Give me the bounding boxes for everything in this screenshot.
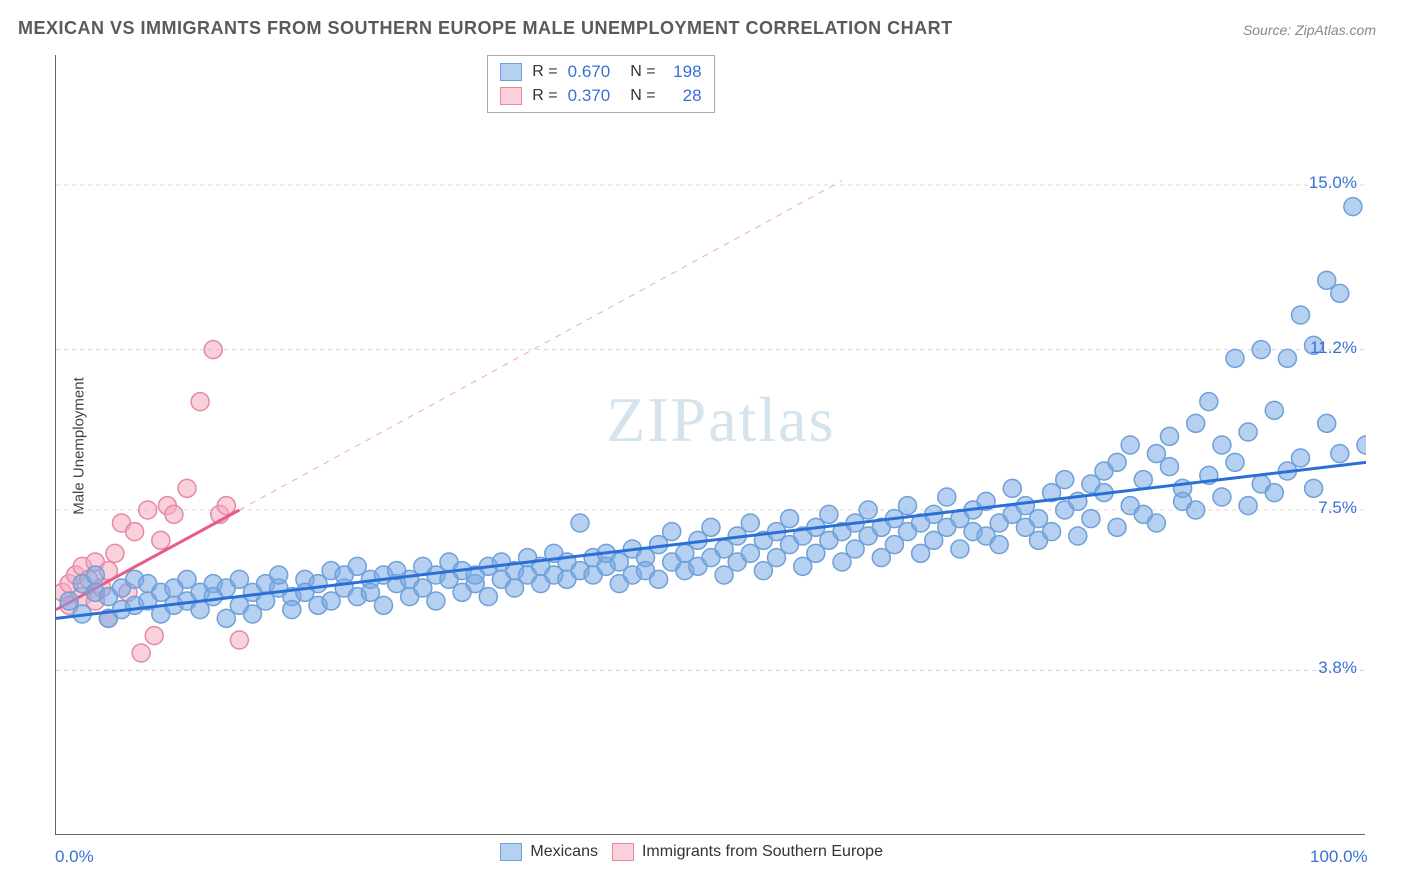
legend-row: R = 0.370 N = 28 xyxy=(500,84,701,108)
legend-swatch-icon xyxy=(500,843,522,861)
legend-series-label: Immigrants from Southern Europe xyxy=(642,843,883,861)
legend-swatch-icon xyxy=(612,843,634,861)
legend-series-item: Immigrants from Southern Europe xyxy=(612,843,883,861)
legend-correlation-box: R = 0.670 N = 198 R = 0.370 N = 28 xyxy=(487,55,714,113)
y-tick-label: 3.8% xyxy=(1318,658,1357,678)
legend-r-label: R = xyxy=(532,87,557,105)
y-tick-label: 11.2% xyxy=(1310,338,1357,358)
legend-r-label: R = xyxy=(532,63,557,81)
legend-n-value: 198 xyxy=(666,62,702,82)
legend-r-value: 0.670 xyxy=(568,62,611,82)
legend-r-value: 0.370 xyxy=(568,86,611,106)
legend-series: Mexicans Immigrants from Southern Europe xyxy=(500,843,883,861)
y-tick-label: 7.5% xyxy=(1318,498,1357,518)
scatter-plot-area: ZIPatlas xyxy=(55,55,1365,835)
legend-n-label: N = xyxy=(630,63,655,81)
legend-series-label: Mexicans xyxy=(530,843,598,861)
x-tick-label: 0.0% xyxy=(55,847,94,867)
legend-series-item: Mexicans xyxy=(500,843,598,861)
chart-title: MEXICAN VS IMMIGRANTS FROM SOUTHERN EURO… xyxy=(18,18,953,39)
legend-row: R = 0.670 N = 198 xyxy=(500,60,701,84)
legend-n-label: N = xyxy=(630,87,655,105)
x-tick-label: 100.0% xyxy=(1310,847,1368,867)
source-attribution: Source: ZipAtlas.com xyxy=(1243,22,1376,38)
legend-n-value: 28 xyxy=(666,86,702,106)
legend-swatch-icon xyxy=(500,63,522,81)
chart-svg xyxy=(56,55,1366,835)
legend-swatch-icon xyxy=(500,87,522,105)
y-tick-label: 15.0% xyxy=(1309,173,1357,193)
